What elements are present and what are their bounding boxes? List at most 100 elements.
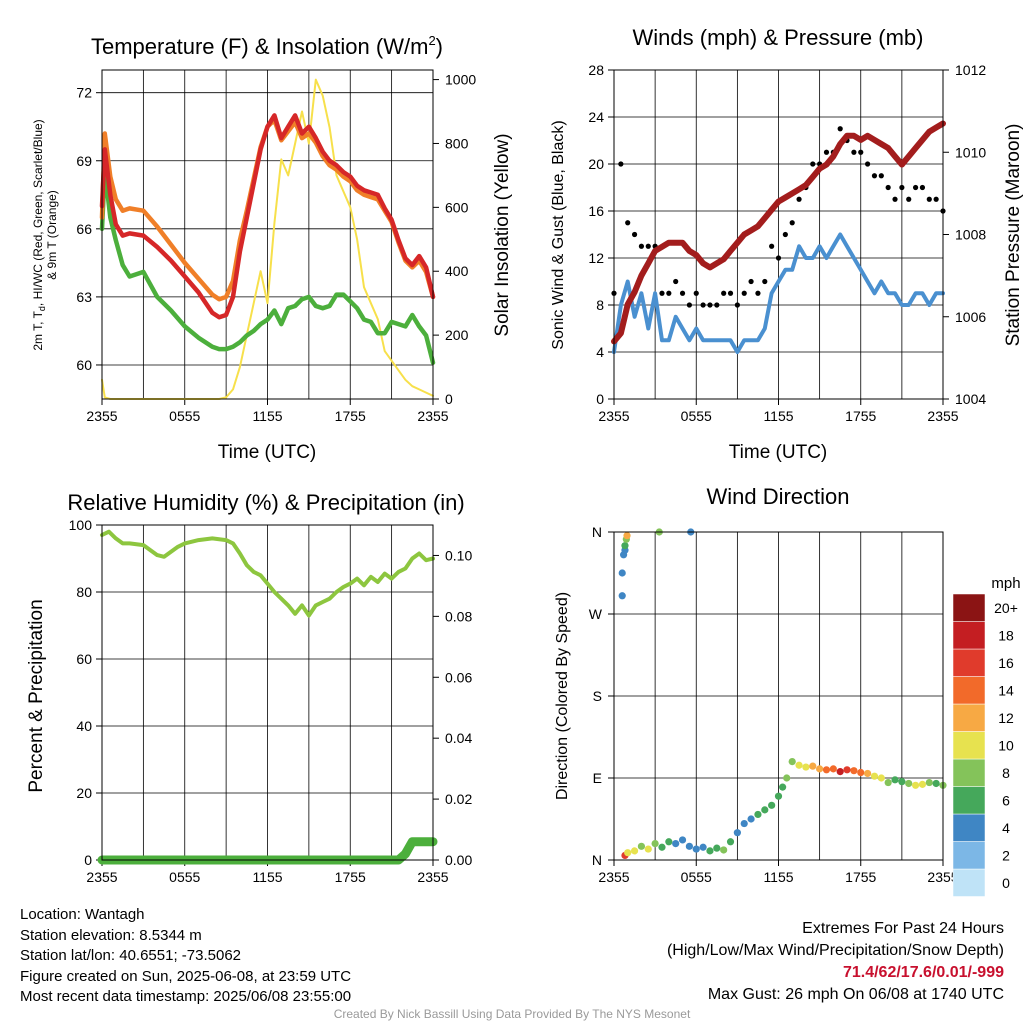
- winds-ylabel-left: Sonic Wind & Gust (Blue, Black): [550, 120, 567, 349]
- colorbar-label: 0: [1002, 875, 1010, 891]
- wind-ytick-label-left: 16: [588, 203, 604, 219]
- gust-point: [721, 290, 727, 296]
- colorbar-swatch: [952, 703, 986, 732]
- dir-ytick-label: S: [593, 688, 602, 704]
- wind-ytick-label-right: 1008: [955, 227, 986, 243]
- temp-ytick-label-right: 600: [445, 199, 469, 215]
- temperature-xlabel: Time (UTC): [218, 442, 317, 463]
- gust-point: [823, 149, 830, 155]
- gust-point: [865, 161, 871, 167]
- gust-point: [775, 255, 782, 261]
- recent-timestamp: Most recent data timestamp: 2025/06/08 2…: [20, 988, 352, 1005]
- temp-ytick-label-right: 200: [445, 327, 469, 343]
- direction-point: [618, 569, 626, 577]
- winds-xlabel: Time (UTC): [729, 442, 828, 463]
- rh-frame: [101, 524, 434, 861]
- temperature-plot: 2355 0555 1155 1755 2355 60 63 66 69 72 0 200 400 600…: [76, 69, 476, 424]
- rh-ytick-label-right: 0.04: [445, 730, 472, 746]
- gust-point: [933, 196, 939, 202]
- gust-point: [796, 196, 802, 202]
- temperature-title: Temperature (F) & Insolation (W/m2): [91, 33, 443, 59]
- direction-point: [898, 778, 906, 786]
- direction-point: [658, 843, 666, 851]
- wind-ytick-label-left: 12: [588, 250, 604, 266]
- rh-xtick-label: 2355: [86, 869, 117, 885]
- temp-xtick-label: 2355: [417, 408, 448, 424]
- extremes-subtitle: (High/Low/Max Wind/Precipitation/Snow De…: [666, 942, 1004, 959]
- direction-point: [754, 810, 762, 819]
- temperature-ylabel-left: 2m T, Td, HI/WC (Red, Green, Scarlet/Blu…: [31, 119, 47, 350]
- direction-point: [672, 840, 680, 848]
- humidity-title: Relative Humidity (%) & Precipitation (i…: [67, 490, 464, 515]
- direction-point: [692, 845, 700, 853]
- gust-point: [837, 126, 843, 132]
- wind-ytick-label-left: 20: [588, 156, 604, 172]
- direction-point: [678, 836, 687, 844]
- gust-point: [906, 196, 912, 202]
- colorbar-label: 16: [998, 655, 1014, 671]
- temp-ytick-label-right: 0: [445, 391, 453, 407]
- humidity-panel: Relative Humidity (%) & Precipitation (i…: [26, 490, 472, 885]
- colorbar-swatch: [952, 676, 986, 705]
- direction-point: [836, 768, 844, 776]
- rh-ytick-label-left: 20: [76, 785, 92, 801]
- gust-point: [638, 243, 645, 249]
- station-elevation: Station elevation: 8.5344 m: [20, 926, 202, 944]
- winds-ylabel-right: Station Pressure (Maroon): [1003, 124, 1024, 347]
- gust-point: [714, 302, 720, 308]
- station-info: Location: Wantagh Station elevation: 8.5…: [20, 905, 351, 1008]
- gust-point: [741, 290, 747, 296]
- direction-point: [699, 843, 707, 851]
- gust-point: [789, 220, 795, 226]
- direction-point: [911, 781, 920, 789]
- direction-point: [783, 774, 791, 782]
- dir-ytick-label: E: [593, 770, 602, 786]
- extremes-block: Extremes For Past 24 Hours (High/Low/Max…: [667, 918, 1004, 1006]
- station-location: Location: Wantagh: [20, 906, 145, 923]
- gust-point: [810, 161, 816, 167]
- temp-ytick-label-left: 69: [76, 153, 92, 169]
- colorbar-label: 10: [998, 737, 1014, 753]
- direction-title: Wind Direction: [706, 484, 849, 509]
- direction-point: [788, 758, 796, 766]
- direction-point: [706, 847, 714, 855]
- direction-point: [665, 838, 673, 846]
- gust-point: [769, 243, 775, 249]
- wind-xtick-label: 2355: [598, 408, 629, 424]
- colorbar-swatch: [952, 786, 986, 815]
- rh-ytick-label-right: 0.02: [445, 791, 472, 807]
- direction-point: [623, 532, 631, 540]
- wind-xtick-label: 1755: [845, 408, 876, 424]
- wind-ytick-label-left: 28: [588, 62, 604, 78]
- dir-ytick-label: N: [592, 524, 602, 540]
- rh-ytick-label-right: 0.00: [445, 852, 472, 868]
- gust-point: [919, 184, 926, 191]
- temp-ytick-label-left: 66: [76, 221, 92, 237]
- gust-point: [686, 302, 692, 308]
- rh-ytick-label-left: 60: [76, 651, 92, 667]
- gust-point: [625, 220, 631, 226]
- temp-xtick-label: 2355: [86, 408, 117, 424]
- extremes-title: Extremes For Past 24 Hours: [802, 920, 1004, 937]
- gust-point: [878, 173, 884, 179]
- gust-point: [851, 149, 857, 155]
- direction-point: [630, 847, 639, 855]
- rh-ytick-label-right: 0.06: [445, 669, 472, 685]
- wind-ytick-label-left: 0: [596, 391, 604, 407]
- colorbar-label: 12: [998, 710, 1014, 726]
- pressure-line: [611, 120, 946, 345]
- wind-xtick-label: 1155: [763, 408, 793, 424]
- direction-point: [891, 776, 899, 784]
- rh-xtick-label: 2355: [417, 869, 448, 885]
- temp-frame: [101, 69, 434, 400]
- direction-point: [726, 838, 735, 846]
- wind-ytick-label-right: 1010: [955, 144, 986, 160]
- temp-ytick-label-left: 63: [76, 289, 92, 305]
- direction-point: [932, 779, 940, 788]
- winds-plot: 2355 0555 1155 1755 235504812162024281004100…: [588, 62, 986, 424]
- dir-xtick-label: 2355: [927, 869, 958, 885]
- winds-panel: Winds (mph) & Pressure (mb) 2355 0555 1155…: [550, 25, 1024, 463]
- dir-xtick-label: 2355: [598, 869, 629, 885]
- gust-point: [659, 290, 665, 296]
